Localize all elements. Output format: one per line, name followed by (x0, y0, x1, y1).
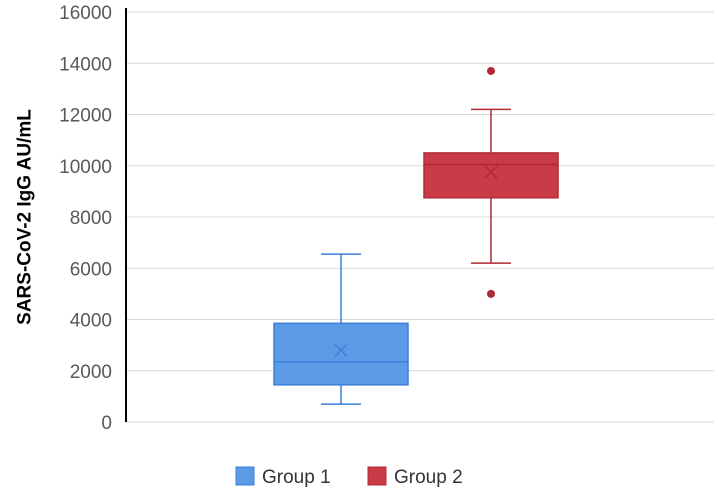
y-tick-label: 4000 (70, 311, 112, 332)
legend-swatch (367, 466, 387, 486)
box-iqr (423, 152, 559, 199)
legend: Group 1 Group 2 (235, 466, 463, 488)
y-tick-label: 14000 (59, 54, 112, 75)
box-1 (273, 253, 409, 405)
box-iqr (273, 322, 409, 386)
y-tick-label: 8000 (70, 208, 112, 229)
y-tick-label: 2000 (70, 362, 112, 383)
y-tick-label: 6000 (70, 259, 112, 280)
y-tick-label: 12000 (59, 106, 112, 127)
y-tick-label: 16000 (59, 3, 112, 24)
y-tick-label: 10000 (59, 157, 112, 178)
y-tick-label: 0 (101, 413, 112, 434)
outlier-point (487, 66, 495, 75)
boxes (273, 66, 559, 405)
outlier-point (487, 289, 495, 298)
gridlines (126, 11, 714, 423)
legend-label: Group 1 (262, 467, 331, 488)
box-2 (423, 66, 559, 298)
mean-marker (334, 343, 348, 357)
y-axis-label: SARS-CoV-2 IgG AU/mL (15, 109, 36, 325)
mean-marker (484, 165, 498, 179)
y-axis-ticks: 0 2000 4000 6000 8000 10000 12000 14000 16000 (59, 3, 112, 434)
legend-swatch (235, 466, 255, 486)
legend-label: Group 2 (394, 467, 463, 488)
